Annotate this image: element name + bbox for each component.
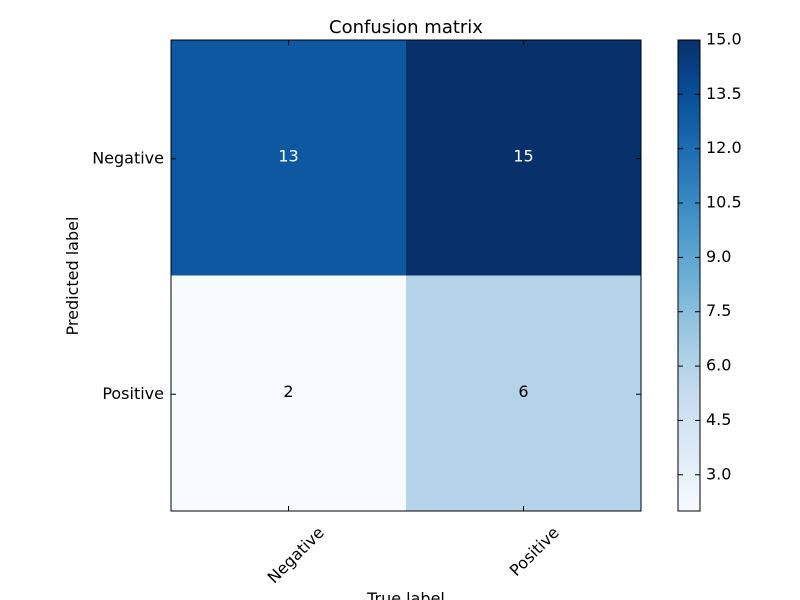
colorbar-tick-label-4: 9.0 (706, 247, 731, 266)
colorbar-tick-label-6: 12.0 (706, 138, 742, 157)
heatmap-cell-r0-c0 (171, 40, 406, 276)
cell-value-r1-c0: 2 (283, 382, 293, 401)
colorbar-tick-label-8: 15.0 (706, 30, 742, 49)
x-tick-label-0: Negative (264, 523, 328, 587)
heatmap-cell-labels: 13 15 2 6 (278, 146, 533, 401)
colorbar-tick-label-2: 6.0 (706, 356, 731, 375)
colorbar-tick-label-7: 13.5 (706, 84, 742, 103)
heatmap-cell-r0-c1 (406, 40, 641, 276)
chart-title: Confusion matrix (329, 17, 483, 38)
heatmap-cells (171, 40, 641, 511)
y-tick-label-0: Negative (92, 148, 164, 167)
y-axis-label: Predicted label (63, 217, 82, 336)
cell-value-r0-c0: 13 (278, 146, 298, 165)
heatmap-cell-r1-c0 (171, 275, 406, 511)
colorbar-tick-label-0: 3.0 (706, 464, 731, 483)
y-tick-label-1: Positive (102, 384, 164, 403)
colorbar-tick-label-1: 4.5 (706, 410, 731, 429)
cell-value-r1-c1: 6 (518, 382, 528, 401)
x-tick-label-1: Positive (506, 523, 563, 580)
x-axis-label: True label (366, 589, 445, 600)
cell-value-r0-c1: 15 (513, 146, 533, 165)
colorbar: 3.0 4.5 6.0 7.5 9.0 10.5 12.0 13.5 15.0 (677, 30, 742, 512)
heatmap-cell-r1-c1 (406, 275, 641, 511)
colorbar-bar (677, 39, 701, 512)
colorbar-tick-label-3: 7.5 (706, 301, 731, 320)
plot-frame (170, 39, 642, 512)
colorbar-tick-label-5: 10.5 (706, 193, 742, 212)
